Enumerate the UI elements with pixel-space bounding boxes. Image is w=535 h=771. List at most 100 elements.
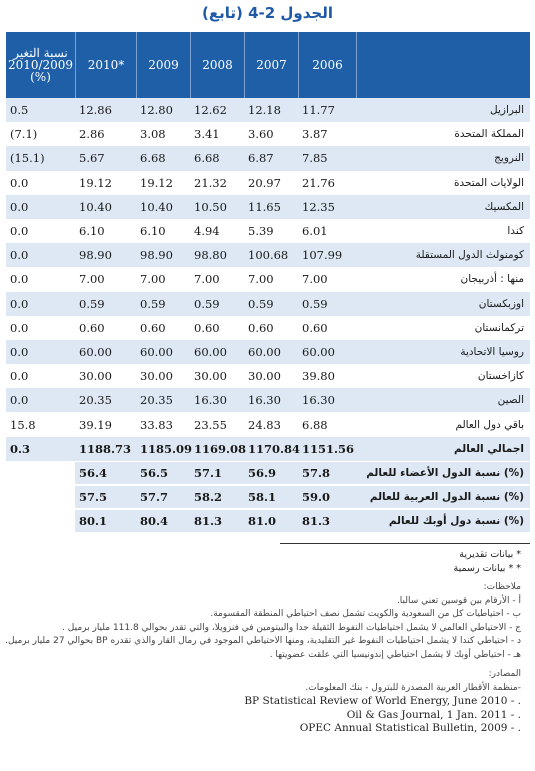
percent-cell: 56.4 — [79, 466, 108, 481]
table-row: 0.0 20.35 20.35 16.30 16.30 16.30 الصين — [6, 388, 530, 413]
table-cell: 5.67 — [79, 151, 105, 166]
table-cell: 60.00 — [194, 344, 227, 359]
source-item: Oil & Gas Journal, 1 Jan. 2011 - . — [346, 708, 521, 721]
table-row: (7.1) 2.86 3.08 3.41 3.60 3.87 المملكة المتحدة — [6, 122, 530, 147]
sources-title: المصادر: — [488, 669, 521, 679]
table-cell: 6.01 — [302, 224, 328, 239]
total-label: اجمالي العالم — [454, 442, 524, 455]
percent-label: نسبة الدول العربية للعالم (%) — [369, 491, 524, 504]
col-header-2008: 2008 — [190, 32, 244, 98]
percent-label: نسبة دول أوبك للعالم (%) — [388, 515, 524, 528]
table-row: 0.0 10.40 10.40 10.50 11.65 12.35 المكسيك — [6, 194, 530, 219]
notes-title: ملاحظات: — [483, 582, 521, 592]
table-cell: 30.00 — [248, 369, 281, 384]
table-cell: 107.99 — [302, 248, 343, 263]
row-label: كومنولث الدول المستقلة — [415, 249, 524, 262]
table-cell: 30.00 — [140, 369, 173, 384]
table-cell: 7.00 — [79, 272, 105, 287]
table-cell: 0.0 — [10, 224, 29, 239]
percent-cell: 57.8 — [302, 466, 331, 481]
table-cell: 3.41 — [194, 127, 220, 142]
table-cell: 60.00 — [79, 344, 112, 359]
table-cell: 16.30 — [194, 393, 227, 408]
table-body: 0.5 12.86 12.80 12.62 12.18 11.77 البرازيل (7.1… — [6, 98, 530, 437]
note-item: د - احتياطي كندا لا يشمل احتياطيات النفو… — [5, 636, 521, 646]
table-cell: 21.76 — [302, 175, 335, 190]
percent-cell: 81.0 — [248, 514, 277, 529]
row-label: النرويج — [494, 152, 524, 165]
note-item: ب - احتياطيات كل من السعودية والكويت تشم… — [210, 609, 521, 619]
table-cell: 0.60 — [140, 320, 166, 335]
total-cell: 1170.84 — [248, 441, 301, 456]
table-cell: 100.68 — [248, 248, 289, 263]
table-cell: 39.19 — [79, 417, 112, 432]
percent-cell: 81.3 — [302, 514, 331, 529]
table-cell: 5.39 — [248, 224, 274, 239]
reserves-table: نسبة التغير 2010/2009 (%) 2010* 2009 200… — [6, 32, 530, 533]
table-cell: 0.59 — [140, 296, 166, 311]
table-cell: 12.62 — [194, 103, 227, 118]
table-cell: 12.86 — [79, 103, 112, 118]
percent-cell: 80.1 — [79, 514, 108, 529]
table-row: 0.0 6.10 6.10 4.94 5.39 6.01 كندا — [6, 218, 530, 244]
table-cell: 0.59 — [248, 296, 274, 311]
row-label: تركمانستان — [474, 321, 524, 334]
table-cell: 0.0 — [10, 199, 29, 214]
col-header-2009: 2009 — [136, 32, 190, 98]
table-cell: 20.35 — [79, 393, 112, 408]
source-item: OPEC Annual Statistical Bulletin, 2009 -… — [299, 722, 521, 734]
source-item: -منظمة الأقطار العربية المصدرة للبترول -… — [305, 682, 521, 693]
table-cell: 19.12 — [140, 175, 173, 190]
col-header-2010: 2010* — [75, 32, 136, 98]
table-cell: 39.80 — [302, 369, 335, 384]
percent-cell: 56.5 — [140, 466, 169, 481]
row-label: البرازيل — [490, 104, 524, 117]
table-cell: 6.68 — [194, 151, 220, 166]
table-cell: 0.0 — [10, 369, 29, 384]
percent-cell: 58.1 — [248, 490, 277, 505]
row-label: الولايات المتحدة — [453, 176, 524, 189]
table-cell: 33.83 — [140, 417, 173, 432]
row-label: روسيا الاتحادية — [460, 345, 524, 358]
row-label: باقي دول العالم — [455, 418, 524, 431]
table-cell: 30.00 — [194, 369, 227, 384]
percent-cell: 58.2 — [194, 490, 223, 505]
table-cell: 11.77 — [302, 103, 335, 118]
total-cell: 1151.56 — [302, 441, 355, 456]
table-cell: 12.35 — [302, 199, 335, 214]
table-title: (تابع) الجدول 2-4 — [201, 4, 333, 22]
table-cell: 6.87 — [248, 151, 274, 166]
table-cell: 7.00 — [248, 272, 274, 287]
footnote-official: * * بيانات رسمية — [453, 562, 521, 574]
table-cell: 3.87 — [302, 127, 328, 142]
table-cell: 0.0 — [10, 175, 29, 190]
table-cell: 30.00 — [79, 369, 112, 384]
total-cell: 1185.09 — [140, 441, 193, 456]
table-cell: 3.60 — [248, 127, 274, 142]
footnotes: * بيانات تقديرية * * بيانات رسمية ملاحظا… — [5, 548, 521, 736]
table-cell: 0.59 — [194, 296, 220, 311]
table-row: (15.1) 5.67 6.68 6.68 6.87 7.85 النرويج — [6, 146, 530, 171]
row-label: اوزبكستان — [478, 297, 524, 310]
table-cell: 12.18 — [248, 103, 281, 118]
table-cell: 0.60 — [194, 320, 220, 335]
table-cell: 7.00 — [302, 272, 328, 287]
col-header-change: نسبة التغير 2010/2009 (%) — [7, 46, 74, 84]
table-cell: 0.0 — [10, 272, 29, 287]
table-cell: 15.8 — [10, 417, 36, 432]
table-cell: 0.5 — [10, 103, 29, 118]
row-label: الصين — [497, 394, 524, 407]
table-cell: 11.65 — [248, 199, 281, 214]
table-cell: 20.35 — [140, 393, 173, 408]
table-cell: 0.59 — [79, 296, 105, 311]
table-cell: 10.40 — [140, 199, 173, 214]
footnote-divider — [280, 543, 530, 544]
row-label: المملكة المتحدة — [454, 128, 524, 141]
table-cell: 16.30 — [302, 393, 335, 408]
table-cell: 6.68 — [140, 151, 166, 166]
table-cell: 0.0 — [10, 320, 29, 335]
col-header-country — [356, 32, 530, 98]
table-row: 0.0 60.00 60.00 60.00 60.00 60.00 روسيا الاتحا… — [6, 339, 530, 365]
table-cell: 6.10 — [79, 224, 105, 239]
total-cell: 1188.73 — [79, 441, 132, 456]
